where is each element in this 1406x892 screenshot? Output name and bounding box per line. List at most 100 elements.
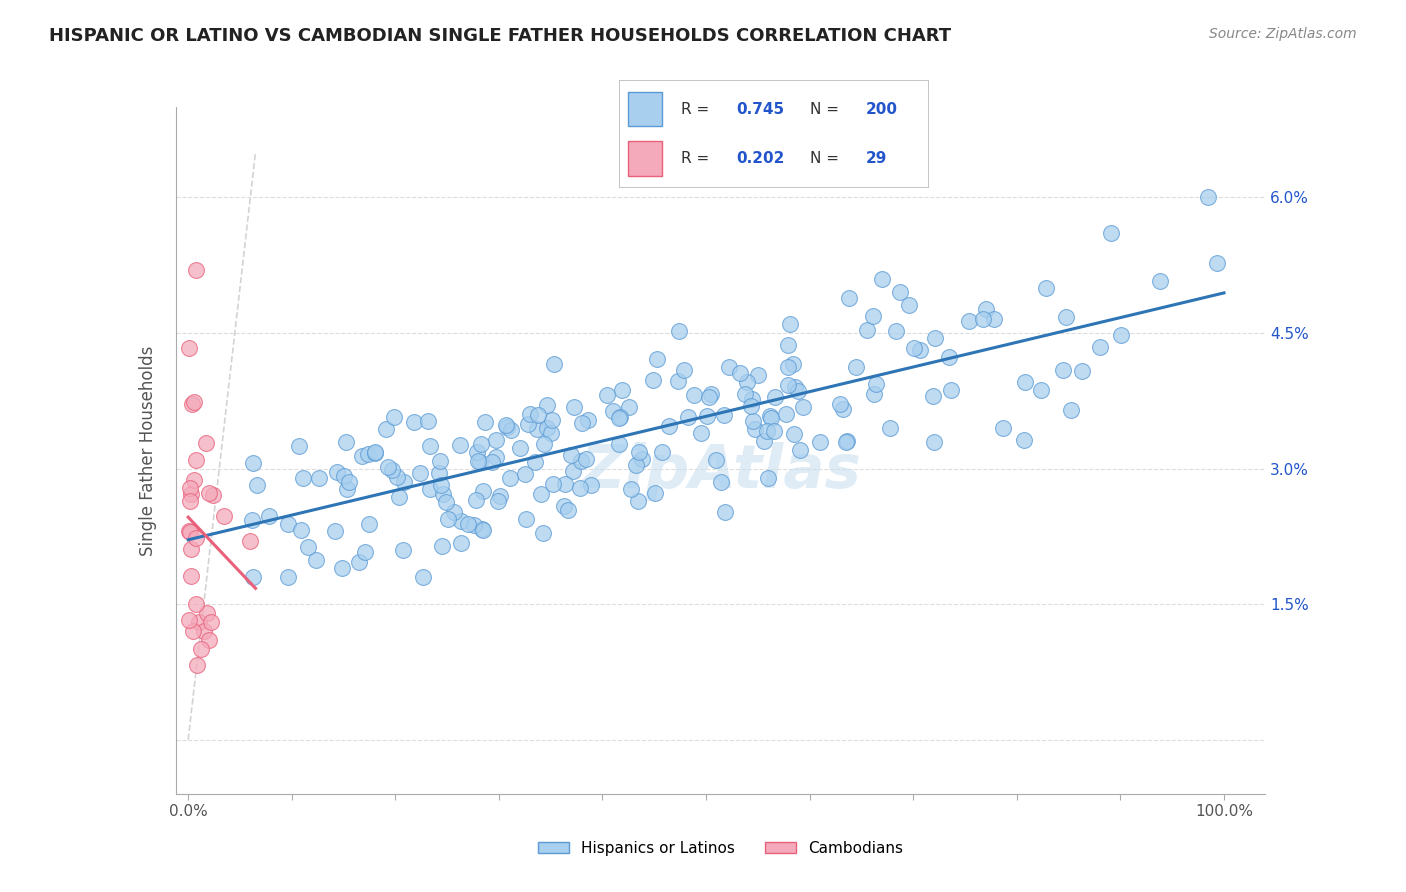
Text: HISPANIC OR LATINO VS CAMBODIAN SINGLE FATHER HOUSEHOLDS CORRELATION CHART: HISPANIC OR LATINO VS CAMBODIAN SINGLE F… [49, 27, 952, 45]
Point [297, 540, 319, 554]
Bar [628, 92, 662, 127]
Point [183, 473, 205, 487]
Text: 0.202: 0.202 [737, 151, 785, 166]
Point [775, 407, 797, 421]
Point [651, 445, 673, 459]
Point [1059, 403, 1081, 417]
Point [527, 408, 550, 422]
Point [432, 487, 454, 501]
Point [186, 453, 208, 467]
Point [429, 454, 451, 468]
Point [1197, 190, 1219, 204]
Point [1054, 310, 1077, 324]
Point [326, 466, 349, 480]
Point [419, 439, 441, 453]
Point [517, 417, 540, 432]
Point [463, 518, 485, 533]
Bar [628, 141, 662, 176]
Point [924, 331, 946, 345]
Point [612, 383, 634, 397]
Point [543, 357, 565, 371]
Text: ZipAtlas: ZipAtlas [581, 442, 860, 500]
Point [747, 368, 769, 383]
Point [198, 633, 221, 648]
Point [457, 516, 479, 531]
Point [700, 387, 723, 401]
Point [735, 375, 758, 389]
Point [779, 317, 801, 331]
Point [571, 417, 593, 431]
Point [903, 341, 925, 355]
Point [337, 475, 360, 489]
Point [323, 524, 346, 538]
Point [776, 360, 799, 375]
Point [187, 615, 209, 630]
Point [627, 444, 650, 458]
Point [364, 446, 387, 460]
Point [290, 524, 312, 538]
Point [437, 512, 460, 526]
Point [402, 415, 425, 429]
Point [416, 414, 439, 428]
Point [200, 615, 222, 630]
Point [1206, 256, 1229, 270]
Text: 200: 200 [866, 102, 898, 117]
Point [644, 486, 666, 500]
Point [557, 503, 579, 517]
Point [792, 400, 814, 414]
Point [377, 459, 399, 474]
Point [382, 409, 405, 424]
Point [180, 487, 202, 501]
Point [884, 324, 907, 338]
Point [509, 441, 531, 455]
Point [330, 561, 353, 575]
Point [758, 409, 780, 423]
Point [1099, 226, 1122, 240]
Point [776, 338, 799, 352]
Point [1029, 383, 1052, 397]
Point [277, 517, 299, 532]
Point [710, 475, 733, 489]
Point [524, 455, 547, 469]
Point [364, 445, 387, 459]
Point [531, 525, 554, 540]
Text: R =: R = [681, 102, 714, 117]
Point [197, 486, 219, 500]
Point [783, 380, 806, 394]
Point [921, 389, 943, 403]
Point [553, 499, 575, 513]
Point [530, 487, 553, 501]
Point [464, 493, 486, 508]
Point [485, 450, 508, 464]
Point [179, 613, 201, 627]
Point [449, 438, 471, 452]
Point [385, 469, 408, 483]
Point [186, 597, 208, 611]
Y-axis label: Single Father Households: Single Father Households [139, 345, 157, 556]
Point [474, 415, 496, 429]
Point [536, 398, 558, 412]
Point [1149, 274, 1171, 288]
Point [561, 464, 583, 478]
Point [607, 437, 630, 451]
Text: R =: R = [681, 151, 714, 166]
Point [308, 471, 330, 485]
Point [471, 523, 494, 537]
Point [734, 386, 756, 401]
Point [472, 484, 495, 499]
Point [350, 449, 373, 463]
Legend: Hispanics or Latinos, Cambodians: Hispanics or Latinos, Cambodians [531, 835, 910, 862]
Point [495, 417, 517, 432]
Point [620, 483, 643, 497]
Text: Source: ZipAtlas.com: Source: ZipAtlas.com [1209, 27, 1357, 41]
Point [1014, 376, 1036, 390]
Point [576, 413, 599, 427]
Point [194, 435, 217, 450]
Point [783, 427, 806, 442]
Point [835, 435, 858, 450]
Point [1070, 364, 1092, 378]
Point [381, 463, 404, 477]
Point [470, 437, 492, 451]
Point [862, 310, 884, 324]
Point [430, 478, 453, 492]
